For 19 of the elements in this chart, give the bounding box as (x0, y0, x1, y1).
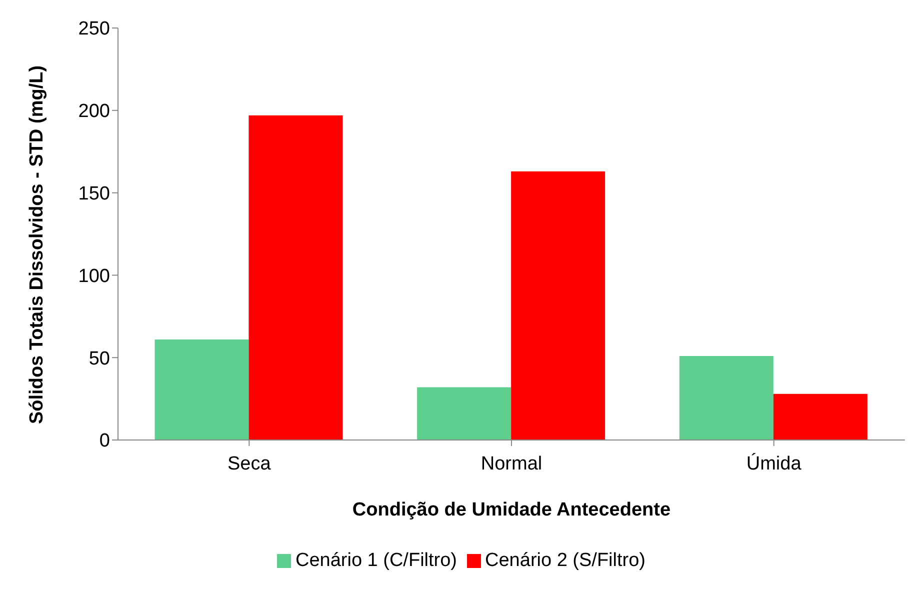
y-tick-label: 100 (78, 266, 110, 287)
y-axis-title: Sólidos Totais Dissolvidos - STD (mg/L) (26, 65, 48, 424)
y-tick-label: 50 (88, 348, 110, 370)
x-tick-label: Seca (228, 453, 272, 474)
y-tick-label: 0 (99, 430, 110, 452)
bar (773, 394, 868, 440)
y-tick-label: 250 (78, 18, 110, 40)
bar (154, 339, 249, 440)
x-tick-label: Normal (480, 453, 542, 474)
legend-label: Cenário 1 (C/Filtro) (295, 550, 458, 571)
bar (417, 387, 512, 440)
legend-label: Cenário 2 (S/Filtro) (485, 550, 646, 571)
bar (248, 115, 343, 440)
x-tick-label: Úmida (746, 452, 802, 474)
bar (511, 171, 606, 440)
x-axis-title: Condição de Umidade Antecedente (352, 499, 671, 520)
y-tick-label: 150 (78, 184, 110, 205)
y-tick-label: 200 (78, 101, 110, 122)
bar (679, 356, 774, 440)
